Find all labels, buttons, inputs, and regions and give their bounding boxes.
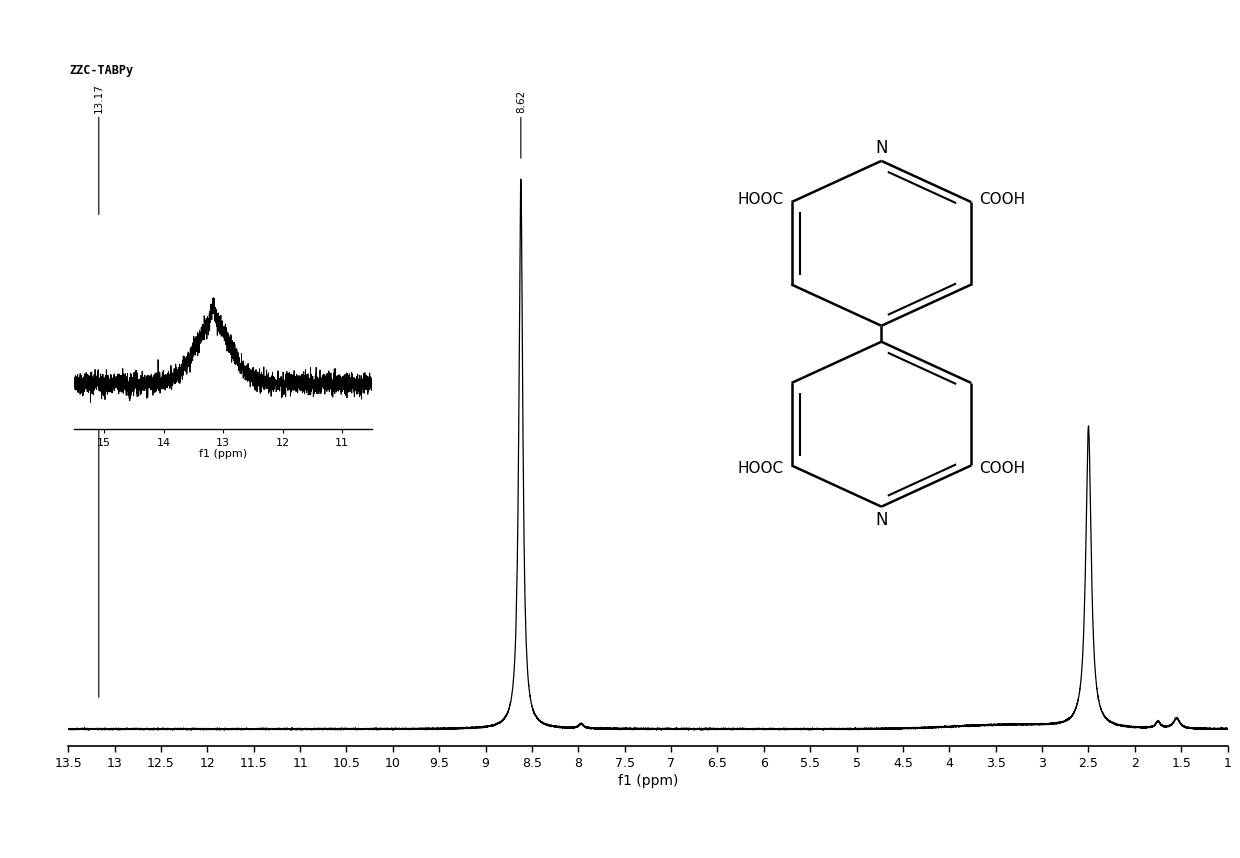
Text: N: N (875, 139, 888, 157)
Text: N: N (875, 511, 888, 529)
Text: COOH: COOH (980, 461, 1025, 475)
Text: 13.17: 13.17 (94, 83, 104, 113)
X-axis label: f1 (ppm): f1 (ppm) (618, 774, 678, 788)
Text: ZZC-TABPy: ZZC-TABPy (69, 64, 134, 77)
Text: HOOC: HOOC (738, 461, 784, 475)
Text: HOOC: HOOC (738, 192, 784, 207)
Text: 8.62: 8.62 (516, 90, 526, 113)
Text: COOH: COOH (980, 192, 1025, 207)
X-axis label: f1 (ppm): f1 (ppm) (200, 450, 247, 459)
